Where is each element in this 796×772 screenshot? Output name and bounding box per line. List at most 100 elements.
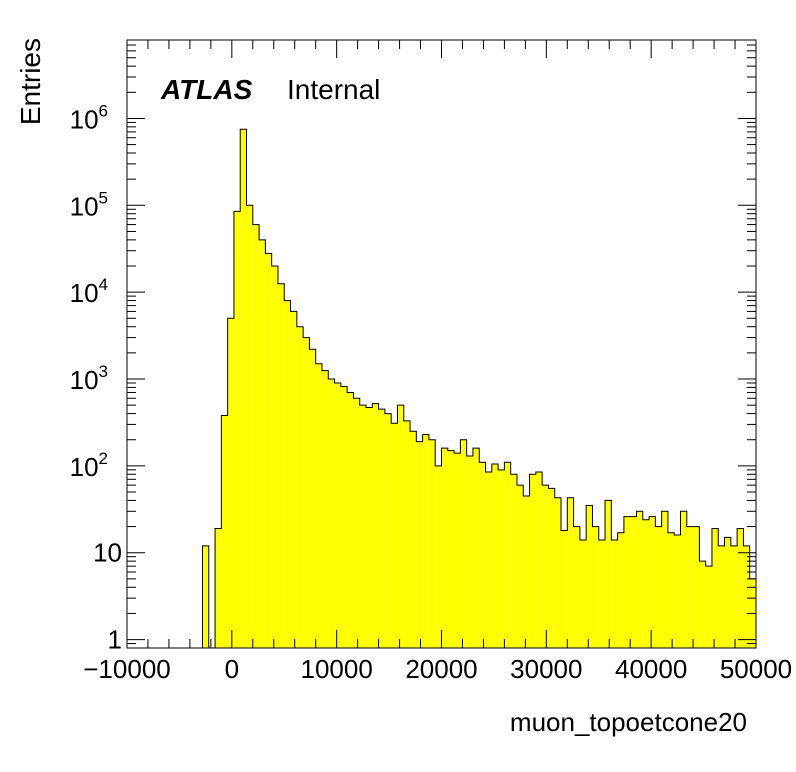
x-tick-label: 10000 (301, 654, 373, 684)
histogram-bin (366, 407, 373, 648)
histogram-bin (573, 526, 580, 648)
histogram-bin (542, 485, 549, 648)
histogram-bin (579, 540, 587, 648)
histogram-outline (201, 128, 756, 649)
histogram-bin (353, 398, 360, 648)
histogram-bin (598, 540, 606, 648)
histogram-bin (340, 386, 348, 648)
histogram-bin (435, 465, 442, 648)
histogram-bin (649, 516, 656, 648)
x-tick-label: 20000 (405, 654, 477, 684)
x-tick-labels: −10000 0 10000 20000 30000 40000 50000 (83, 654, 792, 684)
histogram-bin (428, 439, 436, 648)
y-tick-label: 103 (70, 362, 108, 395)
histogram-bin (215, 528, 222, 648)
y-tick-label: 102 (70, 449, 108, 482)
histogram-bin (479, 462, 486, 648)
y-tick-label: 106 (70, 101, 108, 134)
histogram-bin (655, 526, 662, 648)
plot-frame (126, 39, 757, 649)
histogram-bin (284, 300, 291, 648)
histogram-bin (202, 545, 209, 648)
histogram-bin (347, 392, 354, 648)
histogram-bin (315, 363, 322, 648)
histogram-bin (617, 532, 624, 648)
histogram-bin (240, 129, 247, 649)
histogram-bin (252, 224, 260, 648)
x-tick-label: 40000 (615, 654, 687, 684)
histogram-bin (271, 266, 278, 648)
histogram-bin (485, 471, 492, 648)
histogram-bin (592, 526, 599, 648)
histogram-bin (630, 516, 637, 648)
histogram-bin (680, 511, 687, 648)
histogram-bin (410, 431, 417, 648)
histogram-bin (460, 439, 467, 648)
histogram-bin (586, 505, 593, 648)
histogram-bin (605, 500, 612, 648)
y-tick-label: 1 (108, 625, 122, 655)
histogram-bin (724, 537, 731, 648)
histogram-bin (661, 511, 668, 648)
histogram-bin (296, 326, 304, 648)
histogram-bin (454, 453, 461, 648)
histogram-bin (642, 519, 650, 648)
histogram-bin (378, 409, 385, 648)
histogram-bin (290, 311, 297, 648)
histogram-bin (309, 349, 316, 648)
histogram-bin (359, 405, 367, 648)
histogram-bin (737, 528, 744, 648)
histogram-bin (561, 530, 568, 648)
histogram-bin (623, 516, 631, 648)
histogram-bin (686, 526, 694, 648)
histogram-bin (221, 415, 228, 648)
histogram-bin (328, 379, 335, 648)
y-tick-label: 104 (70, 275, 108, 308)
histogram-bin (705, 566, 712, 648)
histogram-bin (699, 561, 706, 648)
atlas-label: ATLAS (160, 74, 253, 105)
histogram-bin (372, 403, 379, 648)
histogram-bin (693, 526, 700, 648)
histogram-bin (611, 540, 618, 648)
x-tick-label: 0 (225, 654, 239, 684)
internal-label: Internal (287, 74, 380, 105)
histogram-bin (403, 420, 411, 648)
histogram-bin (265, 253, 272, 648)
histogram-bin (730, 545, 738, 648)
histogram-bin (259, 239, 266, 648)
histogram-bin (391, 423, 398, 648)
histogram-bin (554, 497, 562, 648)
histogram-bin (441, 448, 448, 648)
histogram-bin (227, 318, 234, 648)
x-axis-label: muon_topoetcone20 (510, 707, 747, 737)
y-tick-labels: 1 10 102 103 104 105 106 (70, 101, 122, 654)
histogram-bin (510, 474, 517, 648)
histogram-bin (303, 337, 310, 648)
histogram-bin (567, 497, 574, 648)
histogram-bin (718, 545, 725, 648)
histogram-bin (674, 534, 681, 648)
histogram-bin (636, 511, 643, 648)
histogram-bin (466, 455, 473, 648)
histogram-bars (201, 128, 756, 649)
y-axis-label: Entries (15, 38, 46, 125)
histogram-bin (447, 450, 455, 648)
histogram-bin (516, 485, 524, 648)
y-tick-label: 10 (93, 538, 122, 568)
histogram-bin (321, 370, 329, 648)
histogram-bin (491, 464, 499, 648)
histogram-bin (246, 205, 253, 649)
histogram-bin (548, 488, 555, 648)
histogram-bin (667, 532, 675, 648)
histogram-bin (233, 211, 241, 648)
histogram-bin (277, 283, 285, 648)
histogram-bin (472, 448, 480, 648)
histogram-bin (422, 434, 429, 648)
histogram-bin (498, 469, 505, 648)
histogram-bin (334, 382, 341, 648)
histogram-bin (504, 462, 511, 648)
x-tick-label: 50000 (720, 654, 792, 684)
histogram-bin (384, 413, 392, 648)
